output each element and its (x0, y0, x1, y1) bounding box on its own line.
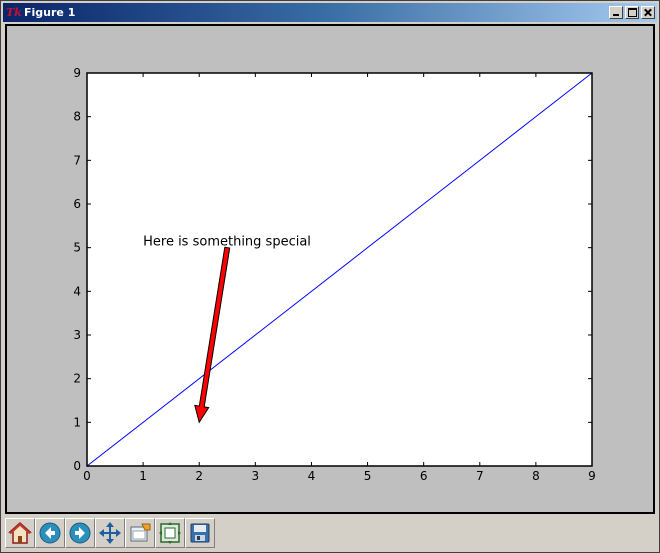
annotation-text: Here is something special (143, 235, 311, 250)
x-tick-label: 0 (83, 469, 91, 483)
y-tick-label: 8 (73, 110, 81, 124)
home-button[interactable] (5, 518, 35, 548)
home-icon (8, 521, 32, 544)
x-tick-label: 4 (308, 469, 316, 483)
save-button[interactable] (185, 518, 215, 548)
y-tick-label: 4 (73, 284, 81, 298)
pan-move-icon (99, 522, 121, 544)
y-tick-label: 2 (73, 372, 81, 386)
subplots-button[interactable] (155, 518, 185, 548)
back-arrow-icon (39, 522, 61, 544)
maximize-button[interactable] (625, 6, 639, 19)
y-tick-label: 9 (73, 66, 81, 80)
x-tick-label: 5 (364, 469, 372, 483)
back-button[interactable] (35, 518, 65, 548)
y-tick-label: 5 (73, 241, 81, 255)
x-tick-label: 3 (252, 469, 260, 483)
subplots-config-icon (159, 522, 181, 544)
tk-logo-icon: Tk (6, 5, 22, 19)
y-tick-label: 3 (73, 328, 81, 342)
zoom-button[interactable] (125, 518, 155, 548)
navigation-toolbar (5, 517, 215, 549)
x-tick-label: 7 (476, 469, 484, 483)
series-line-0 (86, 72, 593, 467)
x-tick-label: 1 (139, 469, 147, 483)
x-tick-label: 6 (420, 469, 428, 483)
forward-arrow-icon (69, 522, 91, 544)
y-tick-label: 0 (73, 459, 81, 473)
y-tick-label: 6 (73, 197, 81, 211)
save-disk-icon (190, 523, 210, 543)
pan-button[interactable] (95, 518, 125, 548)
x-tick-label: 9 (588, 469, 596, 483)
axes-frame (86, 72, 593, 467)
annotation-arrow (194, 246, 231, 424)
x-tick-label: 2 (195, 469, 203, 483)
forward-button[interactable] (65, 518, 95, 548)
zoom-rect-icon (130, 523, 151, 542)
y-tick-label: 7 (73, 153, 81, 167)
x-tick-label: 8 (532, 469, 540, 483)
plot-svg: 0 1 2 3 4 5 6 7 8 9 0 1 2 3 4 5 6 7 8 9 Here is something sp… (73, 66, 596, 483)
y-tick-label: 1 (73, 415, 81, 429)
minimize-button[interactable] (609, 6, 623, 19)
close-button[interactable] (641, 6, 655, 19)
figure-canvas[interactable]: 0 1 2 3 4 5 6 7 8 9 0 1 2 3 4 5 6 7 8 9 Here is something sp… (5, 24, 655, 514)
title-bar[interactable]: Tk Figure 1 (3, 3, 657, 22)
window-title: Figure 1 (24, 6, 76, 19)
